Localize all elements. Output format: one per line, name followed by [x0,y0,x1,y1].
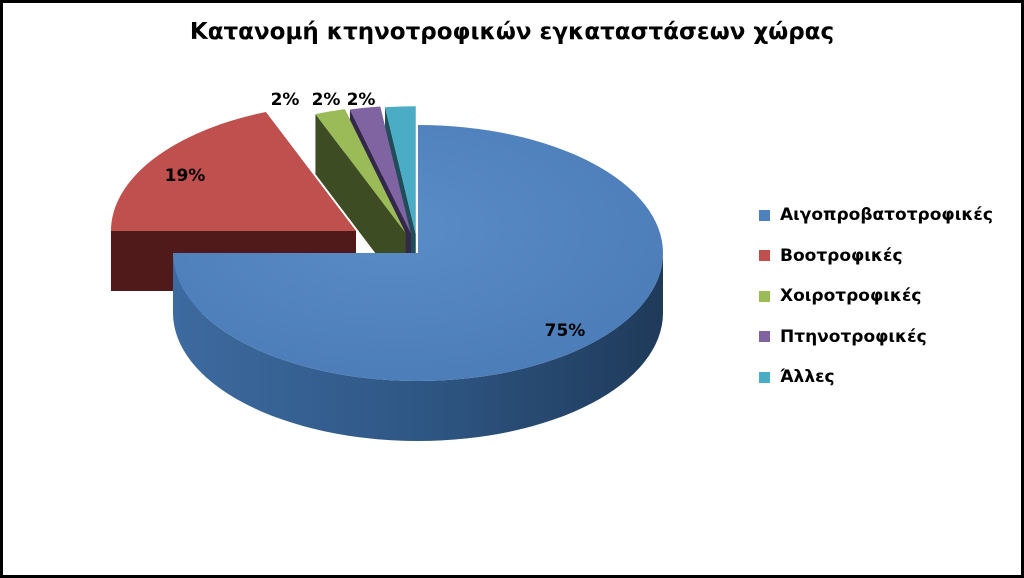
data-label-2: 19% [165,166,206,186]
legend-item-1: Αιγοπροβατοτροφικές [759,195,993,236]
legend-label-3: Χοιροτροφικές [780,286,922,307]
legend-label-1: Αιγοπροβατοτροφικές [780,205,993,226]
chart-legend: Αιγοπροβατοτροφικές Βοοτροφικές Χοιροτροφι… [759,195,993,398]
pie-slice-1 [173,125,663,441]
legend-label-2: Βοοτροφικές [780,245,903,266]
data-label-5: 2% [347,90,376,110]
pie-slice-3 [315,109,406,294]
legend-item-5: Άλλες [759,357,993,398]
slice-side-1 [173,253,663,441]
slice-top-3 [315,109,406,234]
legend-item-2: Βοοτροφικές [759,236,993,277]
legend-swatch-3 [759,290,770,302]
slice-top-2 [110,111,356,231]
data-label-4: 2% [312,90,341,110]
data-label-3: 2% [271,90,300,110]
legend-item-3: Χοιροτροφικές [759,276,993,317]
pie-chart: 75% 19% 2% 2% 2% [110,90,663,441]
slice-top-1 [173,125,663,381]
legend-swatch-2 [759,250,770,262]
slice-top-5 [385,106,416,235]
data-label-1: 75% [545,321,586,341]
legend-swatch-1 [759,209,770,221]
legend-item-4: Πτηνοτροφικές [759,317,993,358]
legend-label-5: Άλλες [780,367,835,388]
legend-swatch-4 [759,331,770,343]
legend-swatch-5 [759,371,770,383]
legend-label-4: Πτηνοτροφικές [780,326,927,347]
slice-wall-3-1 [315,114,406,294]
chart-title: Κατανομή κτηνοτροφικών εγκαταστάσεων χώρ… [189,19,835,45]
slice-top-4 [349,106,411,234]
